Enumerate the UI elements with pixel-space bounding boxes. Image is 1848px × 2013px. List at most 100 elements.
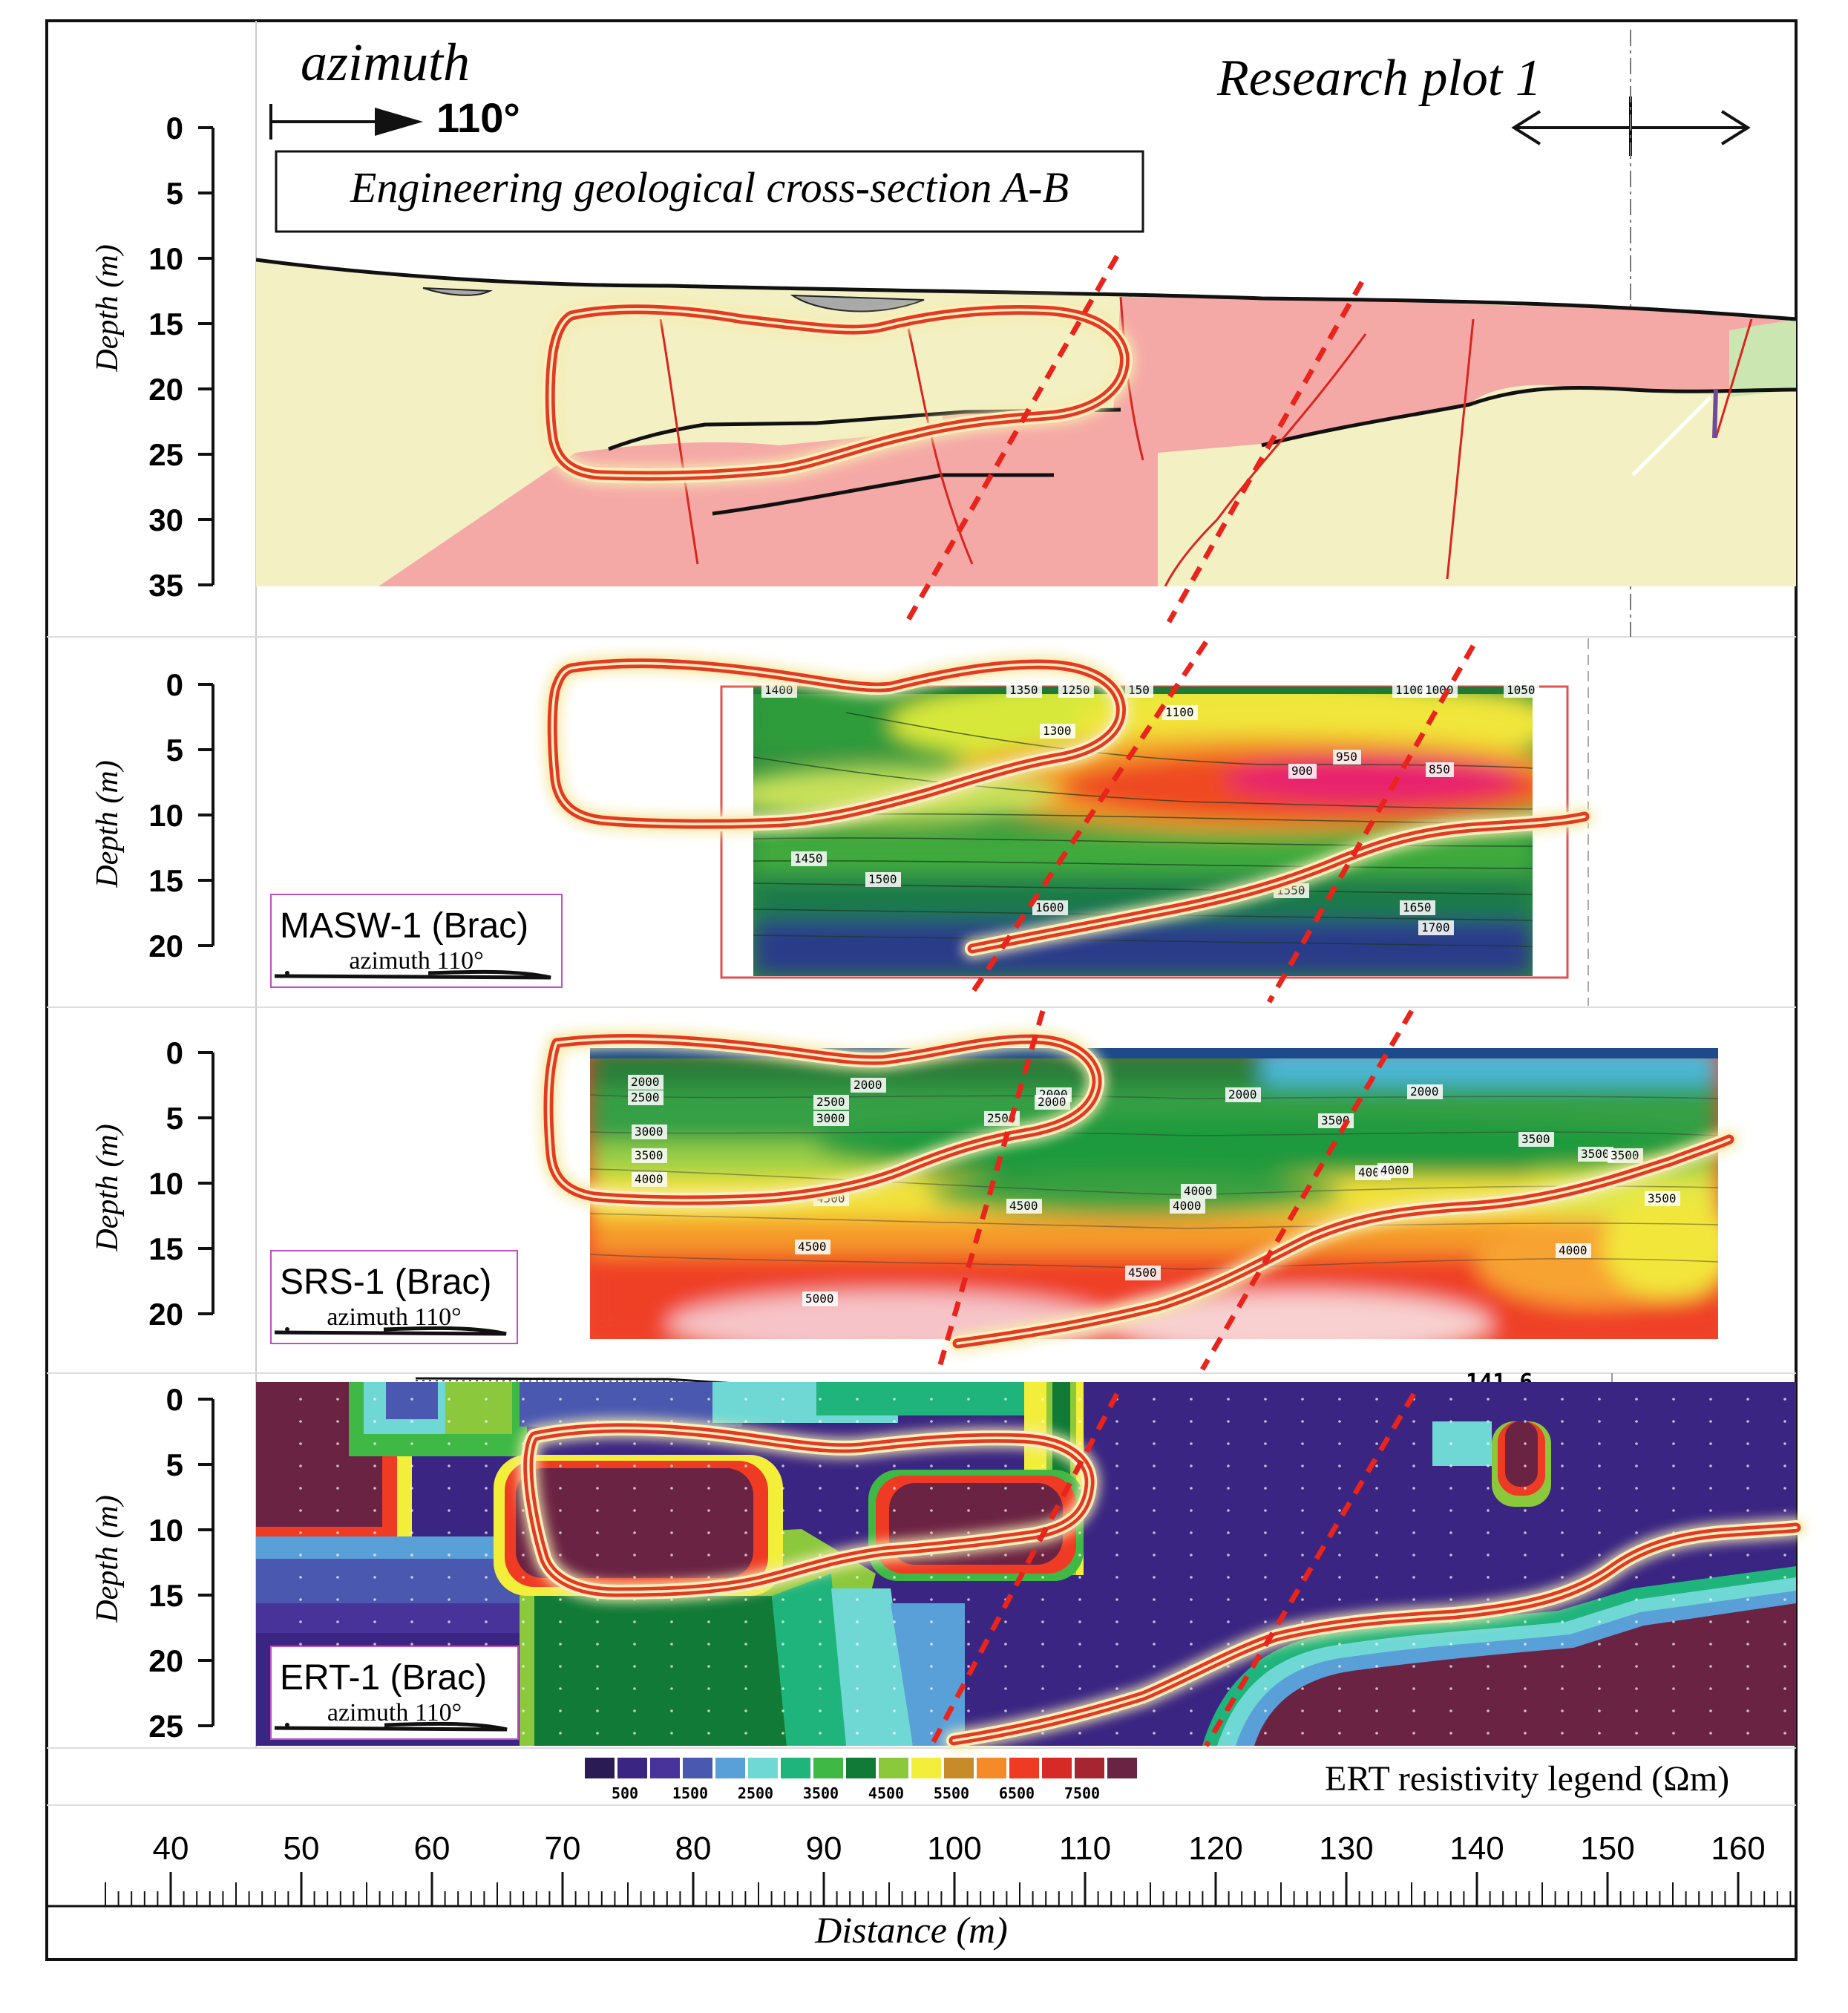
- legend-swatch: [1009, 1758, 1039, 1778]
- contour-label: 2000: [631, 1075, 660, 1089]
- legend-swatch: [977, 1758, 1006, 1778]
- x-tick-label: 110: [1059, 1830, 1111, 1867]
- legend-swatch: [683, 1758, 712, 1778]
- contour-label: 1450: [794, 851, 823, 865]
- ert-legend: 500 1500 2500 3500 4500 5500 6500 7500: [585, 1758, 1137, 1802]
- depth-axis-ert: 0 5 10 15 20 25 Depth (m): [91, 1382, 214, 1744]
- legend-label: 7500: [1064, 1784, 1100, 1802]
- panel-badge-title: SRS-1 (Brac): [280, 1263, 491, 1302]
- legend-label: 500: [612, 1784, 638, 1802]
- legend-label: 5500: [934, 1784, 969, 1802]
- legend-label: 2500: [738, 1784, 773, 1802]
- contour-label: 1500: [868, 872, 897, 886]
- contour-label: 4000: [635, 1172, 663, 1186]
- contour-label: 1300: [1043, 724, 1072, 738]
- legend-swatch: [1042, 1758, 1072, 1778]
- contour-label: 3500: [1648, 1191, 1677, 1205]
- panel-badge-ert: ERT-1 (Brac)azimuth 110°: [270, 1646, 519, 1740]
- x-tick-label: 160: [1711, 1830, 1765, 1867]
- depth-tick-label: 0: [166, 111, 183, 145]
- contour-label: 4500: [798, 1240, 827, 1254]
- masw-contour-labels: 1400 1350 1250 150 1100 1000 10501300110090095…: [761, 683, 1539, 935]
- depth-tick-label: 15: [148, 307, 183, 341]
- depth-tick-label: 25: [148, 1709, 183, 1744]
- contour-label: 4500: [1128, 1266, 1157, 1280]
- panel-badge-masw: MASW-1 (Brac)azimuth 110°: [270, 894, 563, 988]
- legend-label: 1500: [672, 1784, 708, 1802]
- depth-tick-label: 25: [148, 437, 183, 472]
- panel-badge-sub: azimuth 110°: [327, 1699, 462, 1726]
- panel-badge-title: ERT-1 (Brac): [280, 1658, 487, 1698]
- depth-tick-label: 5: [166, 1101, 183, 1136]
- panel-badge-sub: azimuth 110°: [327, 1303, 461, 1331]
- interface-srs: [948, 1130, 1739, 1353]
- legend-swatch: [879, 1758, 908, 1778]
- geo-title: Engineering geological cross-section A-B: [350, 163, 1069, 212]
- depth-tick-label: 10: [148, 1513, 183, 1548]
- depth-axis-label: Depth (m): [91, 1124, 125, 1251]
- x-tick-label: 90: [806, 1830, 842, 1867]
- x-tick-label: 70: [545, 1830, 581, 1867]
- contour-label: 4000: [1559, 1243, 1587, 1257]
- legend-swatch: [1107, 1758, 1137, 1778]
- contour-label: 1400: [764, 683, 793, 697]
- x-tick-label: 120: [1188, 1830, 1242, 1867]
- research-plot-label: Research plot 1: [1216, 50, 1541, 107]
- azimuth-value: 110°: [436, 94, 520, 141]
- depth-axis-srs: 0 5 10 15 20 Depth (m): [91, 1035, 214, 1332]
- contour-label: 4500: [1009, 1199, 1038, 1213]
- legend-swatch: [781, 1758, 810, 1778]
- contour-label: 2000: [853, 1078, 882, 1092]
- masw-section: 1400 1350 1250 150 1100 1000 10501300110090095…: [720, 638, 1589, 1006]
- contour-label: 1600: [1035, 900, 1064, 914]
- depth-tick-label: 15: [148, 1578, 183, 1613]
- legend-swatch: [813, 1758, 843, 1778]
- srs-contour-labels: 2000250020002000300035004000200025002500…: [628, 1075, 1680, 1306]
- loop-geology: [540, 299, 1135, 486]
- contour-label: 3500: [1321, 1113, 1350, 1127]
- x-tick-label: 150: [1580, 1830, 1634, 1867]
- x-tick-label: 140: [1449, 1830, 1504, 1867]
- x-tick-label: 80: [675, 1830, 712, 1867]
- panel-badge-sub: azimuth 110°: [349, 947, 483, 975]
- loop-srs: [539, 1029, 1107, 1210]
- legend-swatch: [715, 1758, 745, 1778]
- contour-label: 4000: [1173, 1199, 1202, 1213]
- contour-label: 1700: [1421, 920, 1450, 935]
- contour-label: 150: [1128, 683, 1150, 697]
- depth-axis-label: Depth (m): [91, 244, 125, 372]
- legend-swatch: [650, 1758, 680, 1778]
- contour-label: 2500: [631, 1090, 660, 1104]
- contour-label: 4000: [1380, 1163, 1409, 1177]
- depth-tick-label: 5: [166, 1447, 183, 1482]
- distance-axis: 40 50 60 70 80 90 100 110 120 130 140 150 160: [47, 1830, 1796, 1908]
- depth-tick-label: 20: [148, 372, 183, 407]
- depth-tick-label: 15: [148, 863, 183, 898]
- interface-ert: [944, 1518, 1806, 1750]
- contour-label: 2500: [816, 1095, 845, 1109]
- contour-label: 2000: [1410, 1084, 1439, 1099]
- x-tick-label: 100: [927, 1830, 981, 1867]
- x-tick-label: 130: [1319, 1830, 1373, 1867]
- azimuth-label: azimuth: [301, 33, 470, 92]
- legend-swatch: [944, 1758, 974, 1778]
- contour-label: 3000: [816, 1111, 845, 1125]
- depth-tick-label: 10: [148, 798, 183, 833]
- contour-label: 3500: [1521, 1132, 1550, 1146]
- depth-tick-label: 10: [148, 1166, 183, 1201]
- contour-label: 1050: [1507, 683, 1536, 697]
- legend-swatch: [617, 1758, 647, 1778]
- contour-label: 1350: [1009, 683, 1038, 697]
- contour-label: 4000: [1184, 1184, 1213, 1198]
- interpretation-overlays: [518, 299, 1806, 1750]
- legend-title: ERT resistivity legend (Ωm): [1325, 1759, 1729, 1798]
- x-tick-label: 40: [153, 1830, 189, 1867]
- depth-axis-geology: 0 5 10 15 20 25 30 35 Depth (m): [91, 111, 214, 603]
- depth-axis-masw: 0 5 10 15 20 Depth (m): [91, 667, 214, 963]
- fault-lines: [904, 255, 1476, 1747]
- interface-masw: [963, 807, 1594, 958]
- depth-tick-label: 10: [148, 241, 183, 276]
- depth-tick-label: 0: [166, 1382, 183, 1417]
- x-axis-label: Distance (m): [814, 1909, 1008, 1951]
